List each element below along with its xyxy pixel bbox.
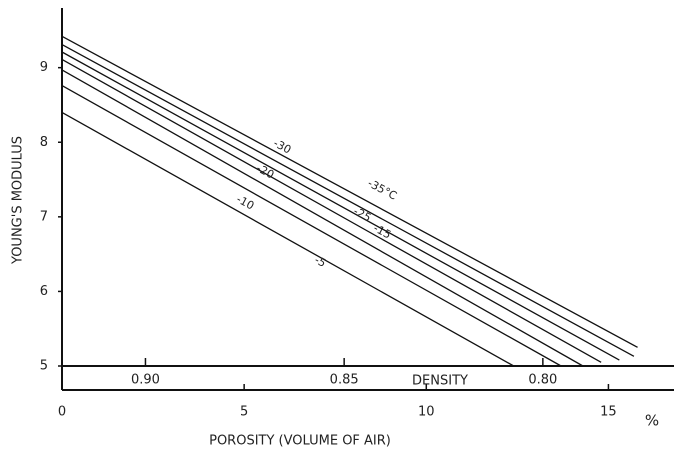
line-label: -30 xyxy=(271,137,293,157)
x2-tick-label: 0.80 xyxy=(528,373,557,388)
y-tick-label: 8 xyxy=(40,135,48,150)
line xyxy=(61,69,584,367)
line xyxy=(61,85,562,367)
x2-tick-label: 0.85 xyxy=(330,373,359,388)
line xyxy=(61,35,638,348)
line xyxy=(61,51,620,361)
x2-tick-label: 0.90 xyxy=(131,373,160,388)
line xyxy=(61,58,602,363)
x-axis-label: POROSITY (VOLUME OF AIR) xyxy=(209,434,391,449)
x2-axis-label: DENSITY xyxy=(412,374,468,389)
y-axis-label: YOUNG'S MODULUS xyxy=(11,136,26,265)
line xyxy=(61,111,515,367)
x-tick-label: 15 xyxy=(600,405,617,420)
line-label: -5 xyxy=(312,253,328,270)
line xyxy=(61,43,635,357)
x-unit: % xyxy=(645,412,659,430)
y-tick-label: 7 xyxy=(40,209,48,224)
x-tick-label: 5 xyxy=(240,405,248,420)
line-label: -35°C xyxy=(365,177,399,203)
y-tick-label: 9 xyxy=(40,60,48,75)
y-tick-label: 6 xyxy=(40,284,48,299)
y-tick-label: 5 xyxy=(40,359,48,374)
x-tick-label: 10 xyxy=(418,405,435,420)
x-tick-label: 0 xyxy=(58,405,66,420)
line-label: -10 xyxy=(234,193,256,213)
